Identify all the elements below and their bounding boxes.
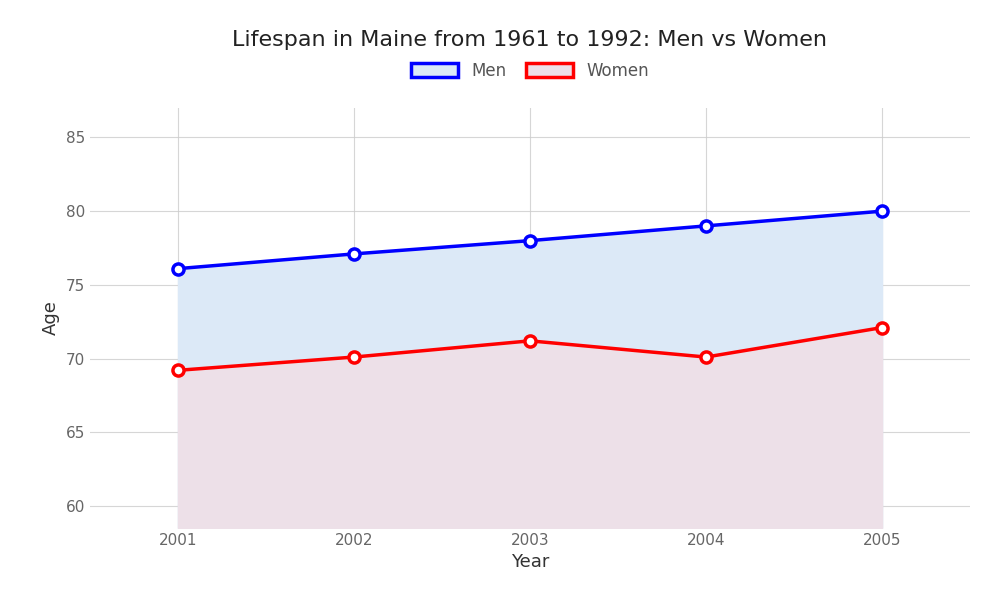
X-axis label: Year: Year bbox=[511, 553, 549, 571]
Legend: Men, Women: Men, Women bbox=[411, 62, 649, 80]
Title: Lifespan in Maine from 1961 to 1992: Men vs Women: Lifespan in Maine from 1961 to 1992: Men… bbox=[232, 29, 828, 49]
Y-axis label: Age: Age bbox=[42, 301, 60, 335]
